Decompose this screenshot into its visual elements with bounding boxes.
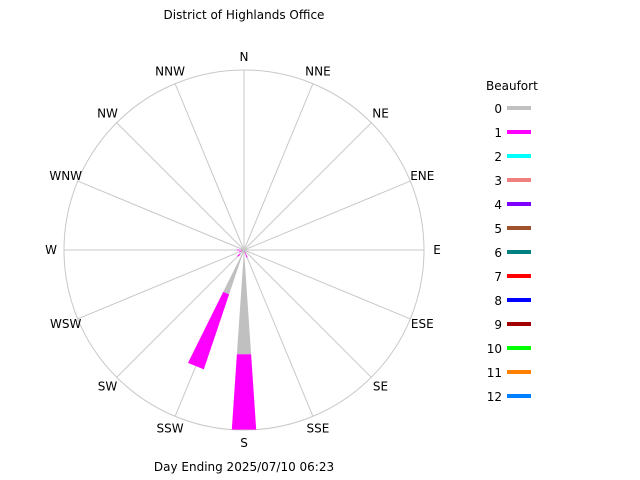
wind-petal-segment (231, 354, 257, 430)
legend-swatch (507, 346, 531, 350)
direction-label: NE (372, 107, 389, 121)
grid-spoke (116, 122, 245, 251)
direction-label: SSW (157, 421, 184, 435)
chart-footer: Day Ending 2025/07/10 06:23 (154, 460, 334, 474)
legend-label: 3 (494, 174, 502, 188)
legend-swatch (507, 298, 531, 302)
legend-label: 4 (494, 198, 502, 212)
legend-label: 8 (494, 294, 502, 308)
direction-label: WSW (50, 317, 81, 331)
legend-label: 0 (494, 102, 502, 116)
legend-label: 10 (487, 342, 502, 356)
direction-label: SE (373, 380, 388, 394)
grid-spoke (243, 122, 372, 251)
direction-label: SW (98, 380, 118, 394)
direction-label: ENE (410, 169, 434, 183)
legend-label: 1 (494, 126, 502, 140)
grid-spoke (243, 83, 314, 251)
legend-swatch (507, 394, 531, 398)
direction-label: NNE (305, 65, 331, 79)
wind-petal-segment (236, 249, 243, 251)
direction-label: SSE (306, 421, 329, 435)
direction-label: N (240, 50, 249, 64)
direction-label: ESE (411, 317, 434, 331)
grid-spoke (243, 249, 411, 320)
legend-swatch (507, 370, 531, 374)
wind-petal-segment (238, 250, 243, 253)
direction-labels: N NNE NE ENE E ESE SE SSE S SSW SW WSW W WNW NW NNW (45, 50, 441, 450)
direction-label: S (240, 436, 248, 450)
chart-title: District of Highlands Office (164, 8, 325, 22)
grid-spoke (77, 249, 245, 320)
legend-swatch (507, 178, 531, 182)
legend-label: 11 (487, 366, 502, 380)
wind-petal-segment (223, 250, 244, 295)
wind-petal-segment (188, 291, 230, 370)
legend-label: 5 (494, 222, 502, 236)
grid-spoke (243, 249, 314, 417)
legend-swatch (507, 322, 531, 326)
grid-spoke (174, 83, 245, 251)
wind-petal-segment (242, 250, 244, 251)
legend-swatch (507, 250, 531, 254)
legend-swatch (507, 274, 531, 278)
grid-spoke (116, 249, 245, 378)
direction-label: NW (97, 107, 118, 121)
direction-label: NNW (155, 65, 185, 79)
direction-label: W (45, 243, 57, 257)
direction-label: WNW (49, 169, 82, 183)
legend-label: 6 (494, 246, 502, 260)
grid-spoke (243, 180, 411, 251)
legend-swatch (507, 130, 531, 134)
legend-label: 9 (494, 318, 502, 332)
wind-petal-segment (237, 253, 241, 257)
wind-petals (188, 249, 257, 430)
direction-label: E (433, 243, 441, 257)
legend-label: 7 (494, 270, 502, 284)
legend-label: 2 (494, 150, 502, 164)
legend-swatch (507, 202, 531, 206)
wind-petal-segment (236, 250, 252, 355)
legend-label: 12 (487, 390, 502, 404)
grid-spoke (243, 249, 372, 378)
wind-petal-segment (239, 250, 244, 255)
legend-swatch (507, 154, 531, 158)
wind-petal-segment (244, 250, 248, 258)
legend-title: Beaufort (486, 79, 538, 93)
legend-swatch (507, 106, 531, 110)
legend-swatch (507, 226, 531, 230)
grid-spoke (77, 180, 245, 251)
